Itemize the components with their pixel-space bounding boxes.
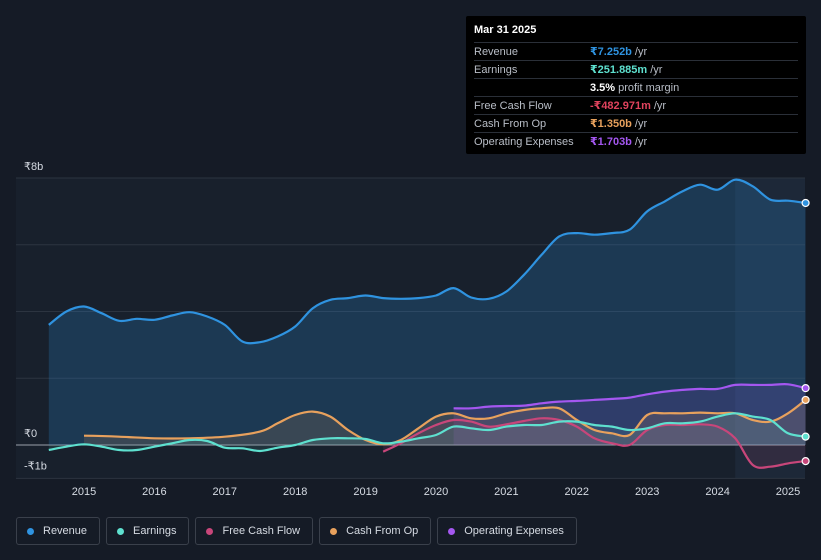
tooltip-value: ₹1.350b [590, 118, 632, 130]
tooltip-row: 3.5% profit margin [474, 79, 798, 97]
tooltip-row: Revenue ₹7.252b/yr [474, 43, 798, 61]
tooltip-label: Operating Expenses [474, 135, 574, 148]
operating-expenses-line [453, 383, 806, 410]
cash-from-op-end-marker [801, 395, 810, 405]
legend-label: Free Cash Flow [222, 525, 301, 537]
x-tick-label: 2015 [72, 486, 96, 498]
legend-dot-icon [206, 527, 214, 535]
tooltip-value: ₹251.885m [590, 64, 648, 76]
legend-item-cash-from-op[interactable]: Cash From Op [319, 517, 432, 545]
earnings-area [48, 413, 806, 452]
tooltip: Mar 31 2025 Revenue ₹7.252b/yr Earnings ₹25… [466, 16, 806, 154]
x-tick-label: 2020 [424, 486, 448, 498]
x-tick-label: 2024 [705, 486, 729, 498]
legend-label: Cash From Op [346, 525, 419, 537]
y-tick-label: ₹0 [24, 428, 37, 440]
tooltip-label: Cash From Op [474, 117, 547, 130]
tooltip-label: Free Cash Flow [474, 99, 552, 112]
legend-dot-icon [117, 527, 125, 535]
x-tick-label: 2016 [142, 486, 166, 498]
revenue-area [48, 179, 806, 445]
tooltip-label: Earnings [474, 63, 518, 76]
legend-item-free-cash-flow[interactable]: Free Cash Flow [195, 517, 314, 545]
tooltip-row: Operating Expenses ₹1.703b/yr [474, 133, 798, 150]
x-tick-label: 2017 [213, 486, 237, 498]
legend-dot-icon [448, 527, 456, 535]
operating-expenses-area [453, 384, 806, 445]
legend-item-earnings[interactable]: Earnings [106, 517, 190, 545]
operating-expenses-end-marker [801, 384, 810, 393]
tooltip-unit: /yr [634, 135, 648, 148]
legend-dot-icon [330, 527, 338, 535]
tooltip-value: -₹482.971m [590, 100, 651, 112]
legend-label: Operating Expenses [464, 525, 564, 537]
free-cash-flow-end-marker [801, 457, 810, 466]
tooltip-row: Free Cash Flow -₹482.971m/yr [474, 97, 798, 115]
plot-background [16, 178, 805, 479]
tooltip-date: Mar 31 2025 [474, 24, 798, 43]
x-tick-label: 2025 [776, 486, 800, 498]
tooltip-row: Earnings ₹251.885m/yr [474, 61, 798, 79]
free-cash-flow-line [382, 417, 806, 469]
tooltip-unit: profit margin [618, 81, 680, 94]
revenue-line [48, 178, 806, 345]
x-tick-label: 2021 [494, 486, 518, 498]
x-tick-label: 2018 [283, 486, 307, 498]
x-tick-label: 2023 [635, 486, 659, 498]
tooltip-label: Revenue [474, 45, 519, 58]
plot-area [16, 178, 805, 479]
y-tick-label: ₹8b [24, 161, 43, 173]
legend-dot-icon [27, 527, 34, 535]
tooltip-rows: Revenue ₹7.252b/yr Earnings ₹251.885m/yr 3.5… [474, 43, 798, 150]
tooltip-row: Cash From Op ₹1.350b/yr [474, 115, 798, 133]
legend-item-operating-expenses[interactable]: Operating Expenses [437, 517, 577, 545]
latest-period-highlight [735, 178, 805, 479]
tooltip-unit: /yr [634, 117, 648, 130]
tooltip-unit: /yr [650, 63, 663, 76]
earnings-line [48, 412, 806, 453]
earnings-end-marker [801, 432, 810, 441]
revenue-end-marker [801, 198, 810, 208]
legend-label: Revenue [43, 525, 88, 537]
legend-item-revenue[interactable]: Revenue [16, 517, 101, 545]
series-end-markers [801, 198, 810, 466]
tooltip-value: ₹1.703b [590, 136, 632, 148]
y-axis-labels: ₹8b ₹0 -₹1b [24, 161, 47, 472]
grid-lines [16, 177, 805, 479]
x-tick-label: 2022 [565, 486, 589, 498]
y-tick-label: -₹1b [24, 460, 47, 472]
legend-label: Earnings [133, 525, 177, 537]
series-lines [48, 178, 807, 469]
tooltip-value: ₹7.252b [590, 46, 632, 58]
cash-from-op-line [83, 399, 807, 446]
tooltip-unit: /yr [653, 99, 667, 112]
x-axis-labels: 2015 2016 2017 2018 2019 2020 2021 2022 2023 2024… [72, 486, 800, 498]
tooltip-value: 3.5% [590, 81, 616, 94]
tooltip-unit: /yr [634, 45, 648, 58]
x-tick-label: 2019 [353, 486, 377, 498]
legend: Revenue Earnings Free Cash Flow Cash From O… [16, 517, 577, 545]
